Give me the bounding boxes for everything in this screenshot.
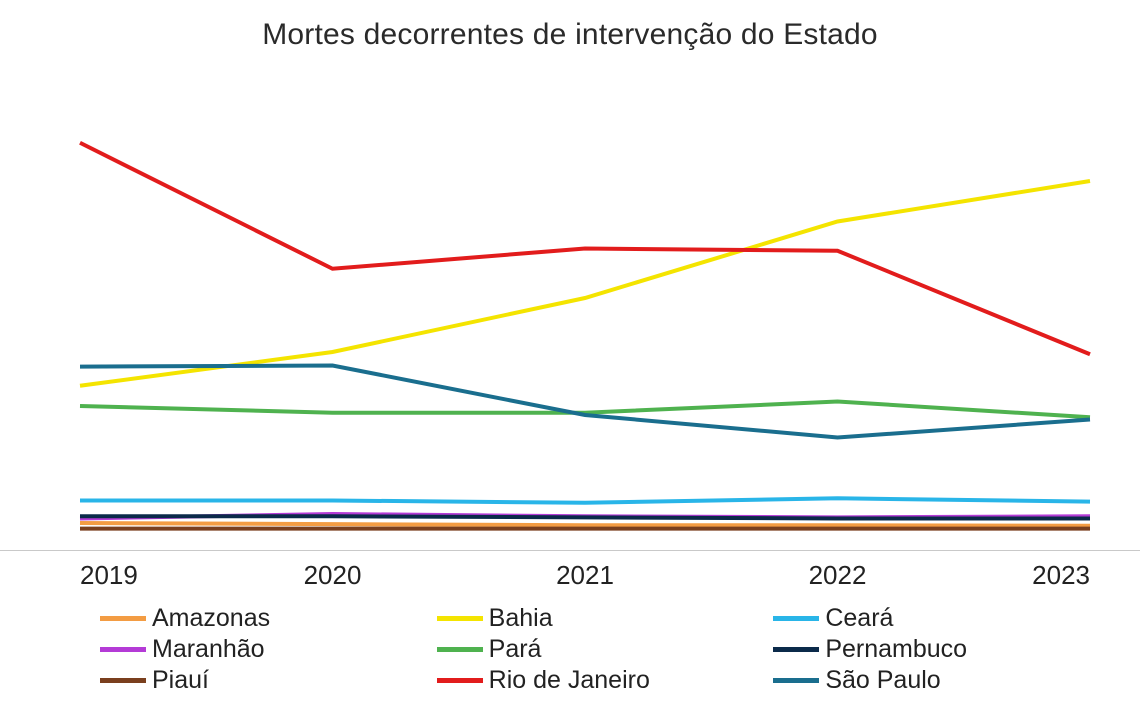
legend-label: Pará [489, 635, 542, 664]
legend-item: Bahia [437, 604, 774, 633]
legend-label: Maranhão [152, 635, 265, 664]
chart-container: Mortes decorrentes de intervenção do Est… [0, 0, 1140, 714]
legend-label: Pernambuco [825, 635, 967, 664]
x-tick-label: 2022 [809, 560, 867, 591]
x-tick-label: 2019 [80, 560, 138, 591]
legend-label: Piauí [152, 666, 209, 695]
legend-label: Amazonas [152, 604, 270, 633]
x-tick-label: 2021 [556, 560, 614, 591]
legend-item: São Paulo [773, 666, 1110, 695]
chart-title: Mortes decorrentes de intervenção do Est… [0, 18, 1140, 52]
series-line [80, 523, 1090, 526]
legend-label: Ceará [825, 604, 893, 633]
legend-item: Pernambuco [773, 635, 1110, 664]
legend-swatch [100, 678, 146, 683]
plot-area [80, 100, 1090, 550]
legend-item: Maranhão [100, 635, 437, 664]
legend-swatch [100, 616, 146, 621]
series-line [80, 181, 1090, 386]
series-line [80, 366, 1090, 438]
legend-item: Ceará [773, 604, 1110, 633]
series-line [80, 498, 1090, 503]
x-tick-label: 2020 [304, 560, 362, 591]
legend-swatch [437, 647, 483, 652]
legend-item: Piauí [100, 666, 437, 695]
legend-swatch [437, 616, 483, 621]
legend-item: Rio de Janeiro [437, 666, 774, 695]
legend-item: Amazonas [100, 604, 437, 633]
legend-swatch [100, 647, 146, 652]
legend-swatch [437, 678, 483, 683]
line-chart-svg [80, 100, 1090, 550]
legend-swatch [773, 678, 819, 683]
legend-label: Rio de Janeiro [489, 666, 650, 695]
legend-label: Bahia [489, 604, 553, 633]
legend-swatch [773, 616, 819, 621]
series-line [80, 143, 1090, 355]
legend-swatch [773, 647, 819, 652]
series-line [80, 516, 1090, 518]
legend: Amazonas Bahia Ceará Maranhão Pará Pernambuco… [100, 604, 1110, 695]
legend-label: São Paulo [825, 666, 940, 695]
x-tick-label: 2023 [1032, 560, 1090, 591]
x-axis-labels: 2019 2020 2021 2022 2023 [80, 560, 1090, 590]
legend-item: Pará [437, 635, 774, 664]
